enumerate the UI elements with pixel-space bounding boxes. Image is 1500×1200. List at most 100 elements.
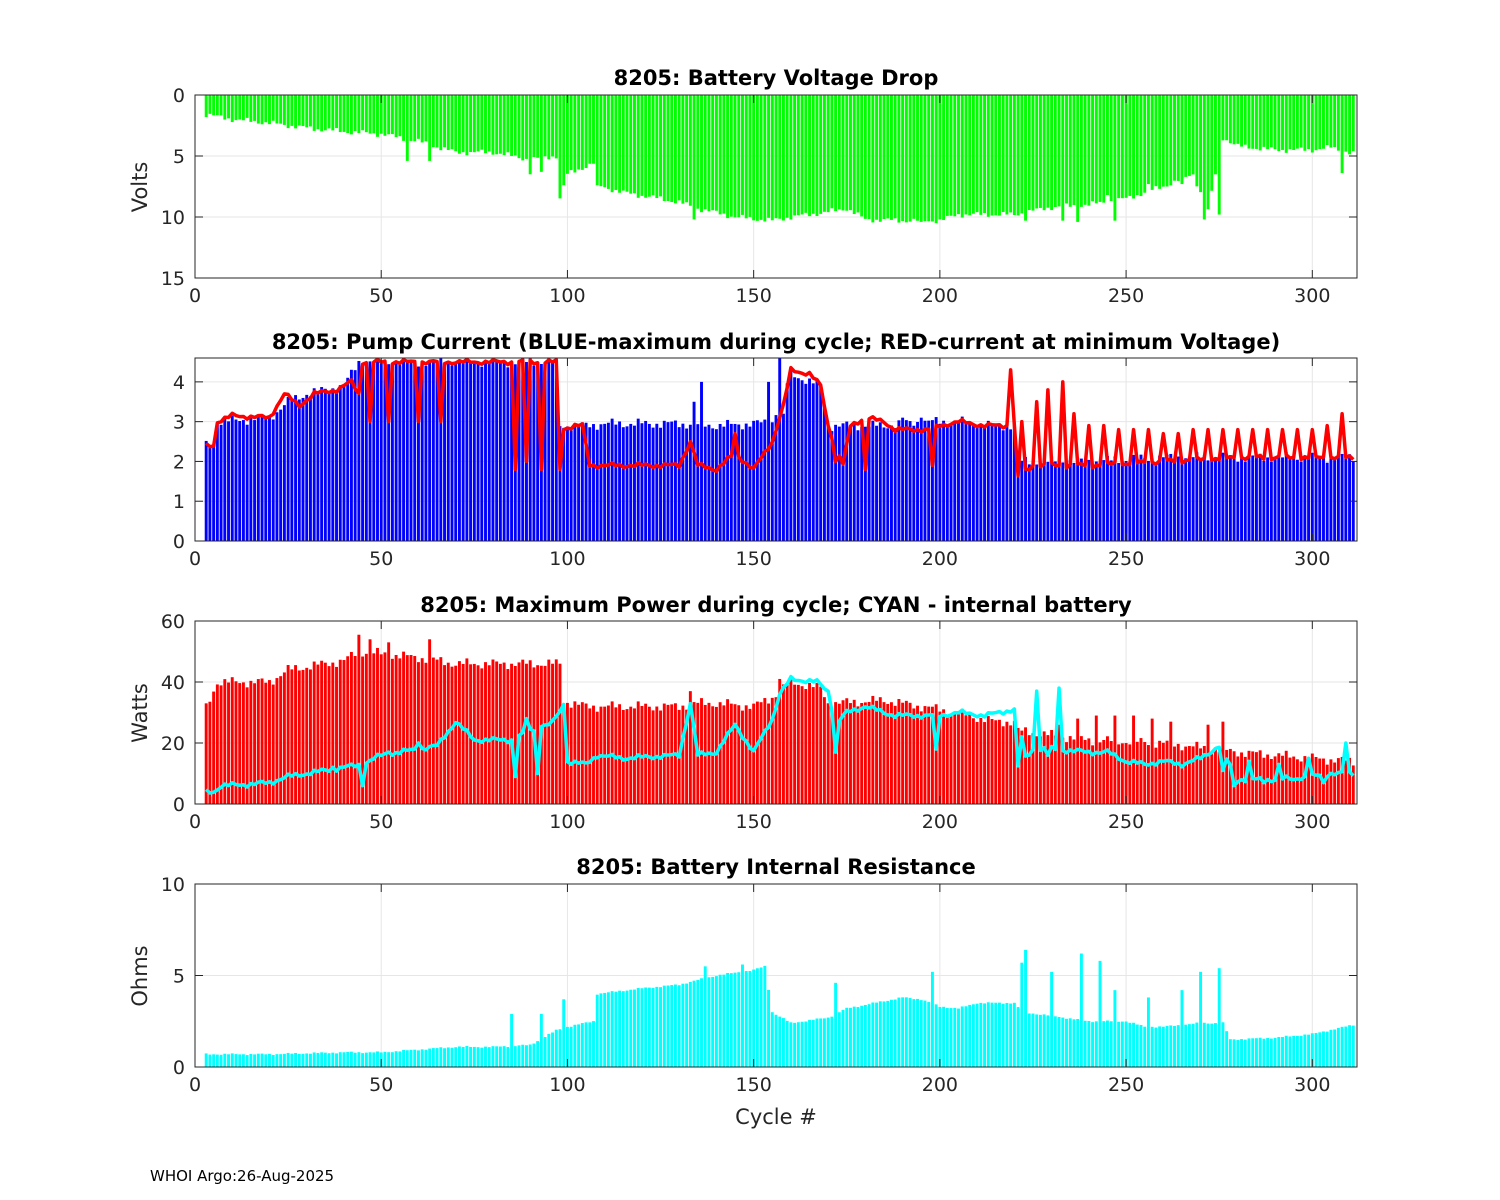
bar — [297, 670, 301, 804]
bar — [625, 95, 629, 192]
bar — [912, 708, 916, 804]
bar — [1199, 748, 1203, 804]
bar — [737, 424, 741, 541]
bar — [491, 1046, 495, 1067]
bar — [1102, 460, 1106, 541]
bar — [595, 95, 599, 186]
bar — [1046, 95, 1050, 208]
bar — [551, 663, 554, 804]
bar — [1310, 753, 1314, 804]
bar — [364, 653, 368, 804]
bar — [882, 95, 886, 220]
bar — [1016, 458, 1020, 541]
bar — [584, 95, 588, 169]
bar — [1292, 95, 1296, 150]
bar — [241, 1054, 245, 1067]
bar — [1336, 95, 1340, 151]
bar — [1109, 741, 1113, 804]
bar — [234, 1054, 238, 1067]
bar — [368, 361, 372, 541]
bar — [647, 987, 651, 1067]
bar — [498, 95, 502, 154]
bar — [454, 665, 458, 804]
bar — [1269, 1038, 1273, 1067]
bar — [1336, 758, 1340, 804]
bar — [290, 1053, 294, 1067]
bar — [1210, 752, 1214, 804]
bar — [700, 381, 703, 541]
bar — [655, 95, 659, 199]
bar — [577, 704, 581, 804]
bar — [439, 95, 443, 151]
bar — [1106, 736, 1109, 804]
bar — [1277, 753, 1281, 804]
bar — [431, 359, 435, 541]
bar — [256, 1053, 260, 1067]
bar — [372, 362, 376, 541]
y-axis-label: Volts — [128, 162, 152, 213]
bar — [413, 360, 417, 541]
bar — [1269, 95, 1273, 148]
bar — [655, 423, 659, 541]
bar — [744, 705, 748, 804]
bar — [279, 409, 283, 541]
bar — [852, 423, 856, 541]
bar — [383, 95, 387, 136]
bar — [960, 1006, 964, 1067]
x-tick-label: 250 — [1108, 285, 1144, 307]
bar — [357, 360, 361, 541]
bar — [1333, 1029, 1337, 1067]
bar — [737, 705, 741, 804]
bar — [1340, 453, 1344, 541]
bar — [681, 423, 685, 541]
bar — [454, 363, 458, 541]
bar — [733, 972, 737, 1067]
bar — [484, 95, 487, 154]
bar — [405, 655, 409, 804]
bar — [1325, 764, 1329, 804]
bar — [1057, 724, 1061, 804]
bar — [573, 95, 577, 173]
bar — [800, 686, 804, 804]
bar — [387, 642, 391, 804]
bar — [729, 703, 733, 804]
bar — [472, 95, 476, 153]
bar — [606, 992, 610, 1067]
bar — [1154, 95, 1158, 187]
bar — [990, 95, 994, 216]
x-tick-label: 100 — [549, 285, 585, 307]
bar — [904, 420, 908, 541]
bar — [1128, 95, 1132, 196]
bar — [215, 684, 219, 804]
bar — [644, 420, 648, 541]
bar — [1091, 95, 1095, 202]
bar — [871, 95, 875, 223]
bar — [439, 1047, 443, 1067]
bar — [379, 654, 383, 804]
bar — [461, 663, 465, 804]
bar — [536, 665, 540, 804]
bar — [361, 366, 365, 541]
bar — [472, 663, 476, 804]
bar — [212, 446, 216, 541]
bar — [294, 395, 298, 541]
bar — [502, 95, 506, 156]
bar — [979, 1002, 983, 1067]
bar — [264, 95, 268, 123]
bar — [297, 1053, 301, 1067]
bar — [1124, 95, 1128, 198]
bar — [670, 985, 674, 1067]
bar — [227, 95, 230, 119]
bar — [718, 974, 722, 1067]
bar — [260, 95, 264, 125]
bar — [208, 701, 212, 804]
bar — [1027, 95, 1031, 211]
bar — [759, 95, 763, 220]
bar — [618, 421, 622, 541]
bar — [1243, 95, 1247, 145]
bar — [1083, 95, 1087, 205]
bar — [1333, 762, 1337, 804]
bar — [342, 385, 346, 541]
bar — [1169, 95, 1173, 186]
bar — [990, 423, 994, 541]
